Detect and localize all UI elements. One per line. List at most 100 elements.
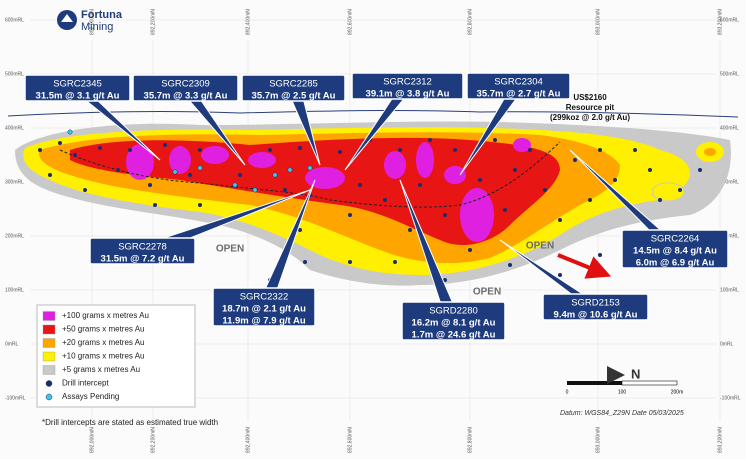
direction-arrow <box>557 253 612 279</box>
drill-intercept <box>348 260 352 264</box>
drill-intercept <box>73 153 77 157</box>
callout-box <box>241 74 346 102</box>
legend-label: +5 grams x metres Au <box>62 365 140 374</box>
elevation-label: 400mRL <box>5 125 24 131</box>
logo-mark <box>61 14 73 22</box>
assay-pending <box>172 169 178 175</box>
open-label: OPEN <box>526 241 554 252</box>
drill-intercept <box>58 141 62 145</box>
legend-label: +50 grams x metres Au <box>62 325 144 334</box>
scale-label: 200m <box>671 389 684 395</box>
intercept: 6.0m @ 6.9 g/t Au <box>636 258 715 269</box>
scale-label: 100 <box>618 389 627 395</box>
drill-intercept <box>658 198 662 202</box>
drill-intercept <box>598 148 602 152</box>
drill-intercept <box>298 146 302 150</box>
drill-intercept <box>83 188 87 192</box>
drill-intercept <box>188 173 192 177</box>
drill-intercept <box>428 138 432 142</box>
scale-label: 0 <box>566 389 569 395</box>
callout-box <box>542 293 649 321</box>
drill-intercept <box>148 183 152 187</box>
callout-box <box>24 74 131 102</box>
callout-box <box>89 237 196 265</box>
elevation-label: 100mRL <box>720 287 739 293</box>
legend-symbol <box>45 380 53 387</box>
northing-label: 892,400mN <box>245 427 251 453</box>
elevation-label: 200mRL <box>720 233 739 239</box>
drill-intercept <box>383 198 387 202</box>
callout-box <box>466 72 571 100</box>
callout-box <box>351 72 464 100</box>
high-grade-zone <box>444 166 466 184</box>
drill-intercept <box>443 278 447 282</box>
drill-intercept <box>573 158 577 162</box>
intercept: 1.7m @ 24.6 g/t Au <box>412 330 496 341</box>
elevation-label: 100mRL <box>5 287 24 293</box>
open-label: OPEN <box>216 244 244 255</box>
assay-pending <box>197 165 203 171</box>
high-grade-zone <box>248 152 276 168</box>
drill-intercept <box>418 183 422 187</box>
legend: +100 grams x metres Au +50 grams x metres… <box>42 311 149 401</box>
drill-intercept <box>98 146 102 150</box>
hole-id: SGRC2312 <box>383 77 432 88</box>
hole-id: SGRD2280 <box>429 306 478 317</box>
scale-bar <box>621 380 678 386</box>
legend-swatch <box>42 338 56 348</box>
legend-label: +10 grams x metres Au <box>62 352 144 361</box>
elevation-label: -100mRL <box>720 395 741 401</box>
drill-intercept <box>588 198 592 202</box>
hole-id: SGRD2153 <box>571 298 620 309</box>
hole-id: SGRC2345 <box>53 79 102 90</box>
elevation-label: 600mRL <box>5 17 24 23</box>
drill-intercept <box>398 148 402 152</box>
legend-box <box>36 304 196 408</box>
drill-intercept <box>238 173 242 177</box>
assay-pending <box>252 187 258 193</box>
intercept: 39.1m @ 3.8 g/t Au <box>366 89 450 100</box>
north-label: N <box>631 366 640 381</box>
contour-10 <box>651 182 685 202</box>
drill-intercept <box>116 168 120 172</box>
drill-intercept <box>513 168 517 172</box>
elevation-label: -100mRL <box>5 395 26 401</box>
logo-text: Mining <box>81 21 113 33</box>
logo-text: Fortuna <box>81 9 123 21</box>
drill-intercept <box>558 273 562 277</box>
hole-id: SGRC2322 <box>240 292 289 303</box>
drill-intercept <box>453 148 457 152</box>
drill-intercept <box>528 148 532 152</box>
northing-label: 892,200mN <box>150 9 156 35</box>
northing-label: 892,600mN <box>347 9 353 35</box>
drill-intercept <box>338 150 342 154</box>
drill-intercept <box>543 188 547 192</box>
intercept: 31.5m @ 7.2 g/t Au <box>101 254 185 265</box>
elevation-label: 200mRL <box>5 233 24 239</box>
northing-label: 892,000mN <box>89 9 95 35</box>
pit-label: US$2160 <box>573 93 607 102</box>
elevation-label: 500mRL <box>5 71 24 77</box>
drill-intercept <box>48 173 52 177</box>
intercept: 35.7m @ 2.7 g/t Au <box>477 89 561 100</box>
hole-id: SGRC2278 <box>118 242 167 253</box>
northing-label: 892,400mN <box>245 9 251 35</box>
northing-label: 892,200mN <box>150 427 156 453</box>
callout-box <box>621 229 729 269</box>
drill-intercept <box>38 148 42 152</box>
drill-intercept <box>298 228 302 232</box>
high-grade-zone <box>169 146 191 174</box>
drill-intercept <box>503 208 507 212</box>
elevation-label: 400mRL <box>720 125 739 131</box>
resource-pit-shell <box>59 141 561 208</box>
hole-id: SGRC2285 <box>269 79 318 90</box>
elevation-label: 300mRL <box>5 179 24 185</box>
high-grade-zone <box>513 138 531 152</box>
contour-100 <box>126 138 531 242</box>
drill-intercept <box>648 168 652 172</box>
high-grade-zone <box>305 167 345 189</box>
drill-intercept <box>268 148 272 152</box>
northing-label: 893,200mN <box>717 9 723 35</box>
drill-intercept <box>478 178 482 182</box>
intercept: 35.7m @ 3.3 g/t Au <box>144 91 228 102</box>
